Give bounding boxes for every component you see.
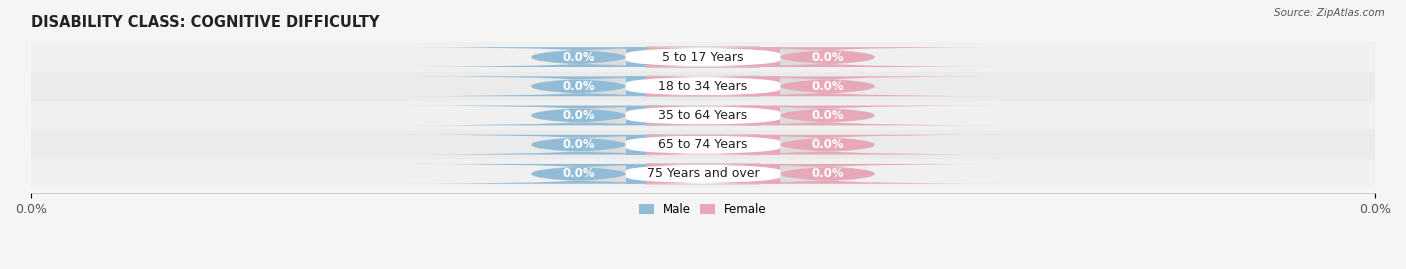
FancyBboxPatch shape [531, 105, 875, 125]
Text: 18 to 34 Years: 18 to 34 Years [658, 80, 748, 93]
Text: 0.0%: 0.0% [562, 167, 595, 180]
FancyBboxPatch shape [531, 164, 875, 184]
Text: 0.0%: 0.0% [562, 80, 595, 93]
Text: 65 to 74 Years: 65 to 74 Years [658, 138, 748, 151]
Text: 0.0%: 0.0% [811, 80, 844, 93]
FancyBboxPatch shape [626, 47, 761, 67]
Text: 0.0%: 0.0% [811, 138, 844, 151]
Text: Source: ZipAtlas.com: Source: ZipAtlas.com [1274, 8, 1385, 18]
Text: 75 Years and over: 75 Years and over [647, 167, 759, 180]
FancyBboxPatch shape [626, 164, 761, 184]
FancyBboxPatch shape [31, 159, 1375, 189]
FancyBboxPatch shape [31, 130, 1375, 159]
FancyBboxPatch shape [620, 105, 786, 125]
Text: 0.0%: 0.0% [562, 51, 595, 63]
FancyBboxPatch shape [531, 135, 875, 155]
FancyBboxPatch shape [398, 135, 761, 155]
FancyBboxPatch shape [626, 105, 761, 125]
Text: 0.0%: 0.0% [562, 109, 595, 122]
FancyBboxPatch shape [645, 76, 780, 96]
FancyBboxPatch shape [620, 164, 786, 184]
Text: DISABILITY CLASS: COGNITIVE DIFFICULTY: DISABILITY CLASS: COGNITIVE DIFFICULTY [31, 15, 380, 30]
FancyBboxPatch shape [531, 76, 875, 96]
FancyBboxPatch shape [398, 105, 761, 125]
FancyBboxPatch shape [645, 135, 1008, 155]
Text: 0.0%: 0.0% [811, 51, 844, 63]
FancyBboxPatch shape [620, 135, 786, 155]
FancyBboxPatch shape [531, 47, 875, 67]
FancyBboxPatch shape [31, 43, 1375, 72]
FancyBboxPatch shape [645, 105, 780, 125]
Text: 0.0%: 0.0% [562, 138, 595, 151]
Text: 35 to 64 Years: 35 to 64 Years [658, 109, 748, 122]
Legend: Male, Female: Male, Female [634, 199, 772, 221]
FancyBboxPatch shape [398, 47, 761, 67]
FancyBboxPatch shape [31, 101, 1375, 130]
Text: 0.0%: 0.0% [811, 167, 844, 180]
FancyBboxPatch shape [620, 76, 786, 96]
FancyBboxPatch shape [626, 76, 761, 96]
FancyBboxPatch shape [645, 164, 780, 184]
Text: 5 to 17 Years: 5 to 17 Years [662, 51, 744, 63]
FancyBboxPatch shape [620, 47, 786, 67]
FancyBboxPatch shape [626, 135, 761, 155]
FancyBboxPatch shape [398, 164, 761, 184]
FancyBboxPatch shape [31, 72, 1375, 101]
Text: 0.0%: 0.0% [811, 109, 844, 122]
FancyBboxPatch shape [645, 47, 1008, 67]
FancyBboxPatch shape [645, 164, 1008, 184]
FancyBboxPatch shape [645, 47, 780, 67]
FancyBboxPatch shape [645, 135, 780, 155]
FancyBboxPatch shape [645, 105, 1008, 125]
FancyBboxPatch shape [645, 76, 1008, 96]
FancyBboxPatch shape [398, 76, 761, 96]
